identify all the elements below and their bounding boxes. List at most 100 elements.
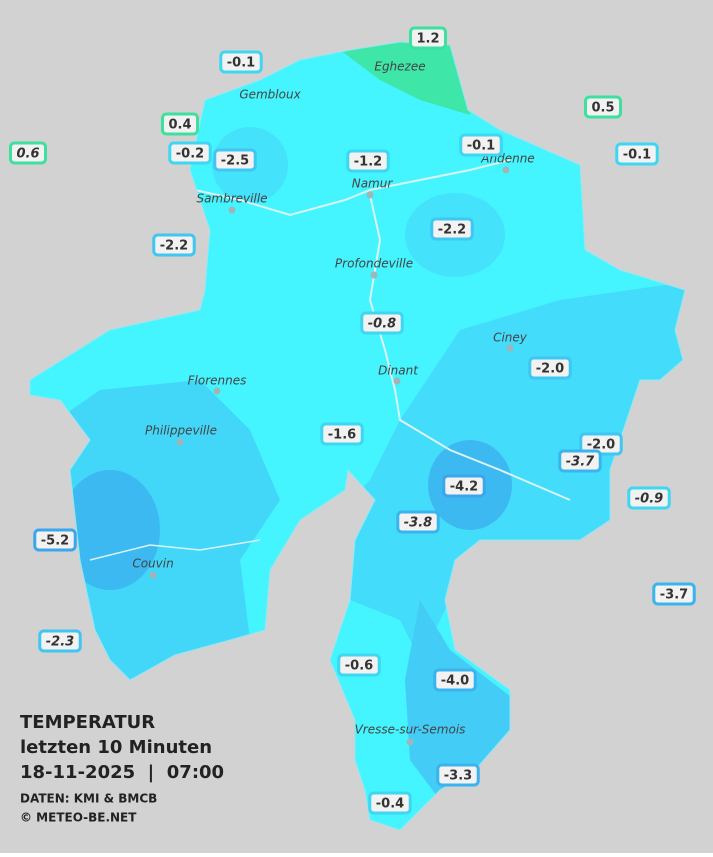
station-value: 0.4 [168, 118, 191, 133]
station: -0.8 [360, 311, 404, 335]
station: -2.0 [579, 432, 623, 456]
station: -5.2 [33, 528, 77, 552]
station-value: -3.7 [566, 455, 595, 470]
station-value: -0.8 [368, 317, 396, 332]
legend-copyright: © METEO-BE.NET [20, 811, 137, 825]
legend-datetime: 18-11-2025 | 07:00 [20, 762, 224, 783]
station-value: 0.6 [16, 147, 39, 162]
legend-title: TEMPERATUR [20, 712, 155, 733]
city-dot [393, 377, 401, 385]
station-value: -2.0 [536, 362, 564, 377]
station-box [168, 141, 212, 165]
station: -2.0 [528, 356, 572, 380]
station: -0.1 [615, 142, 659, 166]
city-label: Gembloux [239, 88, 301, 102]
city-dot [370, 271, 378, 279]
station: -1.2 [346, 149, 390, 173]
river [194, 159, 511, 217]
station: -0.4 [368, 791, 412, 815]
station: -3.7 [558, 449, 602, 473]
station: -0.6 [337, 653, 381, 677]
station-box [442, 474, 486, 498]
station-box [33, 528, 77, 552]
station: -2.3 [38, 629, 82, 653]
station-value: -0.2 [176, 147, 204, 162]
station-value: 1.2 [416, 32, 439, 47]
station-box [459, 133, 503, 157]
city-label: Eghezee [374, 60, 425, 74]
station-box [320, 422, 364, 446]
station-value: -4.0 [441, 674, 469, 689]
station-value: -4.2 [450, 480, 478, 495]
zone [405, 600, 515, 800]
station-value: -2.2 [160, 239, 188, 254]
station-value: -2.2 [438, 223, 466, 238]
station-box [430, 217, 474, 241]
zone [340, 42, 480, 115]
station-box [160, 112, 200, 136]
station-value: -1.6 [328, 428, 356, 443]
station: 0.5 [583, 95, 623, 119]
station: -3.3 [436, 763, 480, 787]
city-dot [149, 571, 157, 579]
river [368, 194, 571, 501]
city-label: Florennes [188, 374, 247, 388]
station-box [38, 629, 82, 653]
city-label: Dinant [378, 364, 419, 378]
station: -1.6 [320, 422, 364, 446]
city-dot [176, 438, 184, 446]
station: 1.2 [408, 26, 448, 50]
station: -3.7 [652, 582, 696, 606]
station-value: -0.1 [623, 148, 651, 163]
city-label: Philippeville [145, 424, 217, 438]
station-box [408, 26, 448, 50]
station-box [558, 449, 602, 473]
station-box [583, 95, 623, 119]
station: -4.2 [442, 474, 486, 498]
city-label: Ciney [493, 331, 528, 345]
city-dot [228, 206, 236, 214]
station: -2.2 [152, 233, 196, 257]
station-value: -5.2 [41, 534, 69, 549]
legend-subtitle: letzten 10 Minuten [20, 737, 212, 758]
station-box [615, 142, 659, 166]
station-box [396, 510, 440, 534]
station-value: 0.5 [591, 101, 614, 116]
station-value: -0.1 [467, 139, 495, 154]
station-box [346, 149, 390, 173]
station: -2.2 [430, 217, 474, 241]
station: -0.2 [168, 141, 212, 165]
station-box [219, 50, 263, 74]
city-dot [506, 344, 514, 352]
city-dot [366, 191, 374, 199]
station-box [528, 356, 572, 380]
station: -0.1 [459, 133, 503, 157]
zone [350, 280, 685, 660]
station-value: -2.0 [587, 438, 615, 453]
legend-source: DATEN: KMI & BMCB [20, 792, 157, 806]
station: -4.0 [433, 668, 477, 692]
province-outline [29, 41, 686, 831]
station-box [337, 653, 381, 677]
station-box [213, 148, 257, 172]
station-value: -3.8 [404, 516, 432, 531]
station: -0.9 [627, 486, 671, 510]
station-value: -3.3 [444, 769, 472, 784]
city-dot [406, 738, 414, 746]
station-value: -0.1 [227, 56, 255, 71]
city-dot [213, 387, 221, 395]
station-value: -3.7 [660, 588, 688, 603]
station: -2.5 [213, 148, 257, 172]
station-box [436, 763, 480, 787]
station-box [360, 311, 404, 335]
border-line [89, 539, 261, 561]
station-value: -2.3 [46, 635, 74, 650]
station: 0.4 [160, 112, 200, 136]
station-value: -2.5 [221, 154, 249, 169]
city-label: Profondeville [335, 257, 413, 271]
station: -0.1 [219, 50, 263, 74]
station-box [8, 141, 48, 165]
station-box [152, 233, 196, 257]
city-label: Vresse-sur-Semois [355, 723, 466, 737]
station-value: -1.2 [354, 155, 382, 170]
